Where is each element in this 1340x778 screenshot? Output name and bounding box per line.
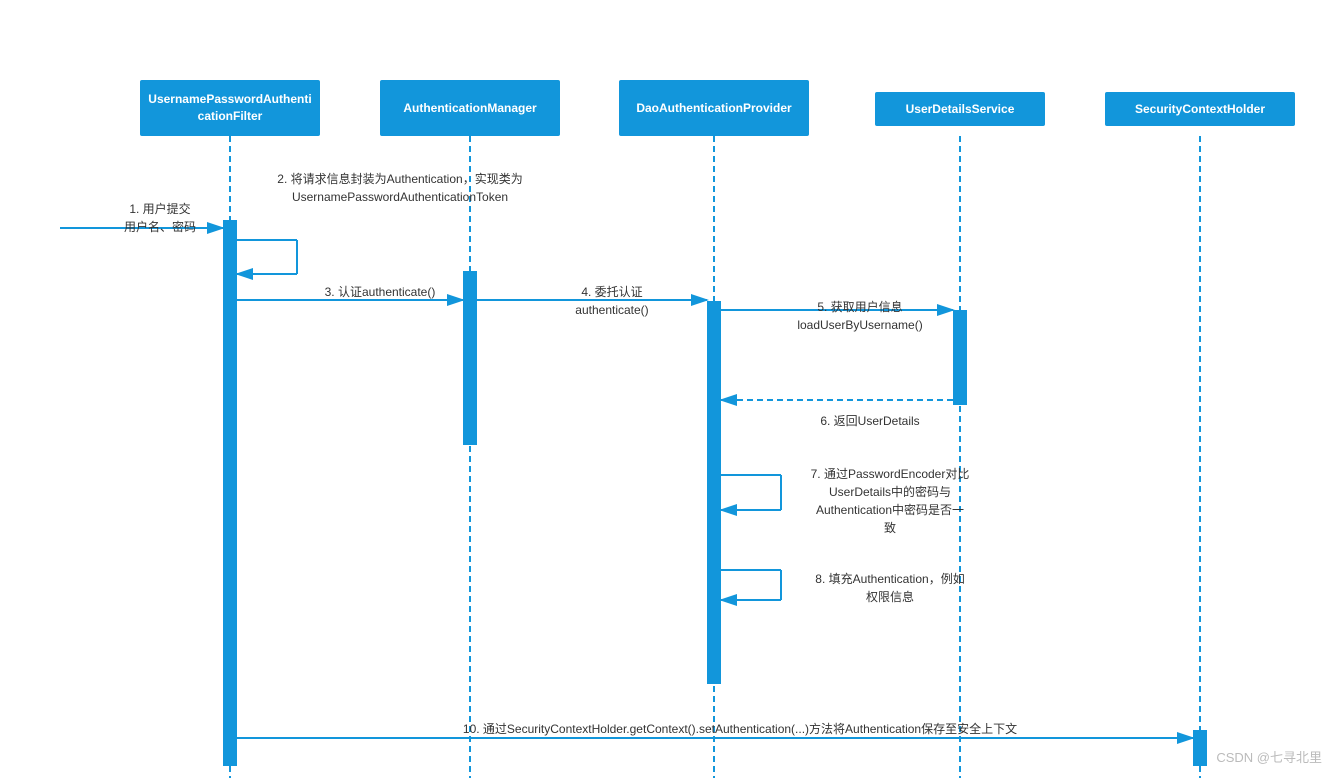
message-m6: 6. 返回UserDetails: [790, 412, 950, 430]
participant-filter: UsernamePasswordAuthenticationFilter: [140, 80, 320, 136]
message-m10: 10. 通过SecurityContextHolder.getContext()…: [390, 720, 1090, 738]
message-m3: 3. 认证authenticate(): [300, 283, 460, 301]
participant-manager: AuthenticationManager: [380, 80, 560, 136]
activation-uds: [953, 310, 967, 405]
message-m8: 8. 填充Authentication，例如权限信息: [790, 570, 990, 606]
watermark: CSDN @七寻北里: [1216, 747, 1322, 766]
activation-manager: [463, 271, 477, 445]
activation-sch: [1193, 730, 1207, 766]
participant-uds: UserDetailsService: [875, 92, 1045, 126]
message-m4: 4. 委托认证authenticate(): [542, 283, 682, 319]
message-m2: 2. 将请求信息封装为Authentication，实现类为UsernamePa…: [235, 170, 565, 206]
message-m5: 5. 获取用户信息loadUserByUsername(): [770, 298, 950, 334]
activation-dao: [707, 301, 721, 684]
activation-filter: [223, 220, 237, 766]
message-m7: 7. 通过PasswordEncoder对比UserDetails中的密码与Au…: [790, 465, 990, 537]
participant-sch: SecurityContextHolder: [1105, 92, 1295, 126]
message-m1: 1. 用户提交用户名、密码: [95, 200, 225, 236]
participant-dao: DaoAuthenticationProvider: [619, 80, 809, 136]
